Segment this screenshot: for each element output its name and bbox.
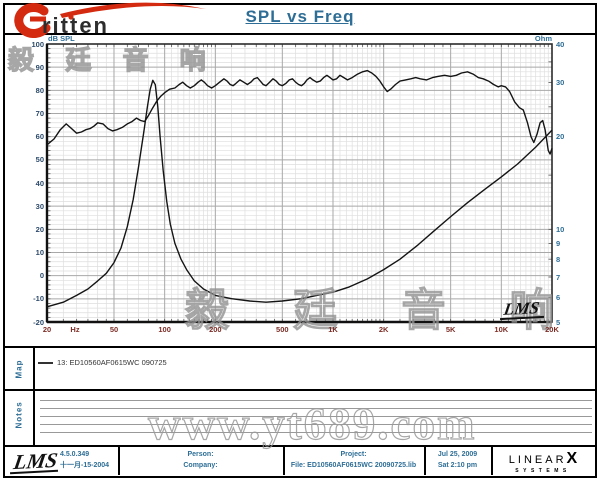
linearx-logo-text: LINEAR (508, 454, 567, 466)
y-right-tick-label: 9 (556, 238, 561, 248)
app-version-date: 十一月-15-2004 (60, 462, 110, 469)
y-left-tick-label: 20 (35, 224, 44, 234)
notes-bottom-divider (5, 445, 595, 447)
x-tick-label: 500 (276, 325, 289, 334)
y-left-tick-label: 100 (31, 39, 44, 49)
y-right-tick-label: 30 (556, 77, 565, 87)
footer-divider-3 (424, 447, 426, 475)
map-panel-label: Map (14, 359, 24, 379)
x-tick-label: 10K (494, 325, 509, 334)
y-left-tick-label: 90 (35, 62, 44, 72)
y-left-tick-label: 70 (35, 109, 44, 118)
header-divider (5, 33, 595, 35)
y-left-tick-label: 30 (35, 201, 44, 211)
y-left-tick-label: 0 (39, 271, 44, 281)
curve-right (46, 79, 553, 308)
legend-entry: 13: ED10560AF0615WC 090725 (57, 358, 167, 367)
y-right-tick-label: 20 (556, 132, 565, 142)
page-border (3, 3, 597, 478)
linearx-systems-text: SYSTEMS (515, 468, 571, 474)
footer-divider-4 (491, 447, 493, 475)
footer-divider-1 (118, 447, 120, 475)
y-left-tick-label: -20 (33, 317, 44, 327)
y-right-tick-label: 6 (556, 293, 561, 303)
x-tick-label: 20 (42, 325, 52, 334)
report-time: Sat 2:10 pm (437, 462, 478, 469)
project-label: Project: (340, 451, 367, 458)
map-bottom-divider (5, 389, 595, 391)
x-tick-label: 50 (109, 325, 119, 334)
y-left-tick-label: 60 (35, 132, 44, 142)
y-right-tick-label: 40 (556, 39, 565, 49)
y-left-tick-label: 50 (35, 155, 44, 165)
x-tick-label: 200 (209, 325, 222, 334)
left-axis-title: dB SPL (48, 34, 75, 43)
x-tick-label: 2K (378, 325, 389, 334)
curve-left (46, 69, 553, 155)
y-left-tick-label: 80 (35, 85, 44, 95)
linearx-logo: LINEARX SYSTEMS (491, 450, 595, 474)
notes-ruled-lines (40, 400, 592, 435)
y-right-tick-label: 10 (556, 224, 565, 234)
notes-panel-label: Notes (14, 401, 24, 429)
eritten-logo-text: ritten (42, 13, 109, 38)
x-tick-label: 1K (328, 325, 338, 334)
y-right-tick-label: 8 (556, 254, 561, 264)
person-label: Person: (187, 451, 214, 458)
legend-line-swatch (38, 362, 53, 364)
page-title: SPL vs Freq (245, 7, 355, 26)
file-label: File: ED10560AF0615WC 20090725.lib (290, 462, 417, 469)
x-tick-label: 100 (158, 325, 171, 334)
y-left-tick-label: 40 (35, 178, 44, 188)
y-right-tick-label: 5 (556, 317, 561, 327)
eritten-logo-swoosh (14, 2, 206, 38)
app-version: 4.5.0.349 (60, 451, 90, 458)
y-left-tick-label: 10 (35, 248, 44, 257)
y-left-tick-label: -10 (33, 294, 44, 304)
company-label: Company: (183, 462, 218, 469)
report-date: Jul 25, 2009 (437, 451, 478, 458)
side-label-divider (33, 348, 35, 445)
footer-divider-2 (283, 447, 285, 475)
linearx-logo-x: X (566, 450, 578, 467)
cjk-watermark-center: 毅 廷 音 响 (184, 285, 580, 335)
right-axis-title: Ohm (534, 34, 552, 43)
map-top-divider (5, 346, 595, 348)
y-right-tick-label: 7 (556, 272, 561, 282)
x-axis-unit-label: Hz (70, 325, 80, 334)
x-tick-label: 5K (445, 325, 456, 334)
cjk-watermark-top: 毅 廷 音 响 (7, 44, 218, 75)
x-tick-label: 20K (545, 325, 559, 334)
